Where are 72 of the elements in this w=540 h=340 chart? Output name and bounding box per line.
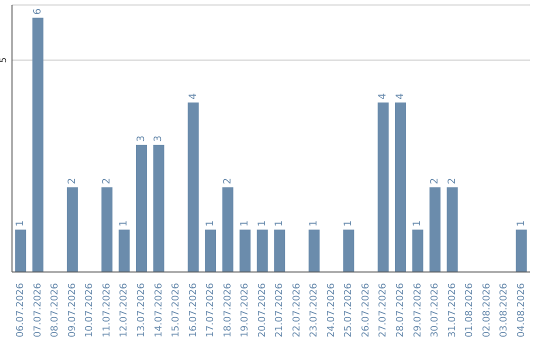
data-label: 1 bbox=[15, 220, 26, 227]
x-tick-label: 31.07.2026 bbox=[446, 283, 458, 338]
bar bbox=[308, 230, 320, 272]
x-tick-label: 03.08.2026 bbox=[498, 283, 510, 338]
x-tick-label: 13.07.2026 bbox=[136, 283, 147, 338]
bar bbox=[446, 187, 458, 272]
bar bbox=[343, 230, 354, 272]
bar bbox=[394, 102, 406, 272]
bar bbox=[32, 18, 44, 272]
bar bbox=[274, 230, 286, 272]
bar bbox=[205, 230, 216, 272]
data-label: 2 bbox=[66, 178, 78, 184]
x-tick-label: 29.07.2026 bbox=[412, 283, 424, 338]
x-tick-label: 20.07.2026 bbox=[256, 283, 268, 338]
data-label: 1 bbox=[256, 220, 268, 227]
bar bbox=[188, 102, 199, 272]
bar bbox=[430, 187, 441, 272]
bar bbox=[118, 230, 130, 272]
bar bbox=[516, 230, 527, 272]
x-tick-label: 08.07.2026 bbox=[50, 283, 61, 338]
x-tick-label: 26.07.2026 bbox=[360, 283, 372, 338]
x-tick-label: 02.08.2026 bbox=[481, 283, 492, 338]
bar bbox=[240, 230, 251, 272]
x-tick-label: 12.07.2026 bbox=[118, 283, 130, 338]
data-label: 6 bbox=[32, 8, 44, 15]
x-tick-label: 21.07.2026 bbox=[274, 283, 286, 338]
data-label: 1 bbox=[308, 220, 320, 227]
data-label: 4 bbox=[394, 93, 406, 100]
bar bbox=[153, 144, 164, 272]
x-tick-label: 14.07.2026 bbox=[153, 283, 164, 338]
data-label: 4 bbox=[188, 93, 199, 100]
data-label: 3 bbox=[153, 135, 164, 142]
data-label: 4 bbox=[378, 93, 389, 100]
data-label: 1 bbox=[240, 220, 251, 227]
data-label: 1 bbox=[516, 220, 527, 227]
x-tick-label: 30.07.2026 bbox=[430, 283, 441, 338]
data-label: 3 bbox=[136, 135, 147, 142]
x-tick-label: 07.07.2026 bbox=[32, 283, 44, 338]
data-label: 1 bbox=[343, 220, 354, 227]
x-tick-label: 24.07.2026 bbox=[326, 283, 337, 338]
bar bbox=[412, 230, 424, 272]
data-label: 2 bbox=[446, 178, 458, 184]
bar bbox=[15, 230, 26, 272]
bar bbox=[222, 187, 234, 272]
x-tick-label: 25.07.2026 bbox=[343, 283, 354, 338]
bar bbox=[256, 230, 268, 272]
x-tick-label: 06.07.2026 bbox=[15, 283, 26, 338]
x-tick-label: 28.07.2026 bbox=[395, 283, 406, 338]
x-tick-label: 15.07.2026 bbox=[170, 283, 182, 338]
bar bbox=[101, 187, 112, 272]
data-label: 2 bbox=[101, 178, 112, 184]
data-label: 2 bbox=[430, 178, 441, 184]
x-tick-label: 23.07.2026 bbox=[308, 283, 320, 338]
x-tick-label: 18.07.2026 bbox=[222, 283, 234, 338]
x-tick-label: 16.07.2026 bbox=[188, 283, 199, 338]
x-tick-label: 11.07.2026 bbox=[101, 283, 112, 338]
x-tick-label: 04.08.2026 bbox=[516, 283, 527, 338]
x-tick-label: 10.07.2026 bbox=[84, 283, 96, 338]
bar bbox=[378, 102, 389, 272]
x-tick-label: 27.07.2026 bbox=[378, 283, 389, 338]
x-tick-label: 01.08.2026 bbox=[464, 283, 476, 338]
data-label: 2 bbox=[222, 178, 234, 184]
data-label: 1 bbox=[205, 220, 216, 227]
bar bbox=[66, 187, 78, 272]
x-tick-label: 19.07.2026 bbox=[240, 283, 251, 338]
x-tick-label: 09.07.2026 bbox=[66, 283, 78, 338]
x-tick-label: 22.07.2026 bbox=[291, 283, 302, 338]
bar bbox=[136, 144, 147, 272]
data-label: 1 bbox=[118, 220, 130, 227]
data-label: 1 bbox=[274, 220, 286, 227]
data-label: 1 bbox=[412, 220, 424, 227]
x-tick-label: 17.07.2026 bbox=[205, 283, 216, 338]
